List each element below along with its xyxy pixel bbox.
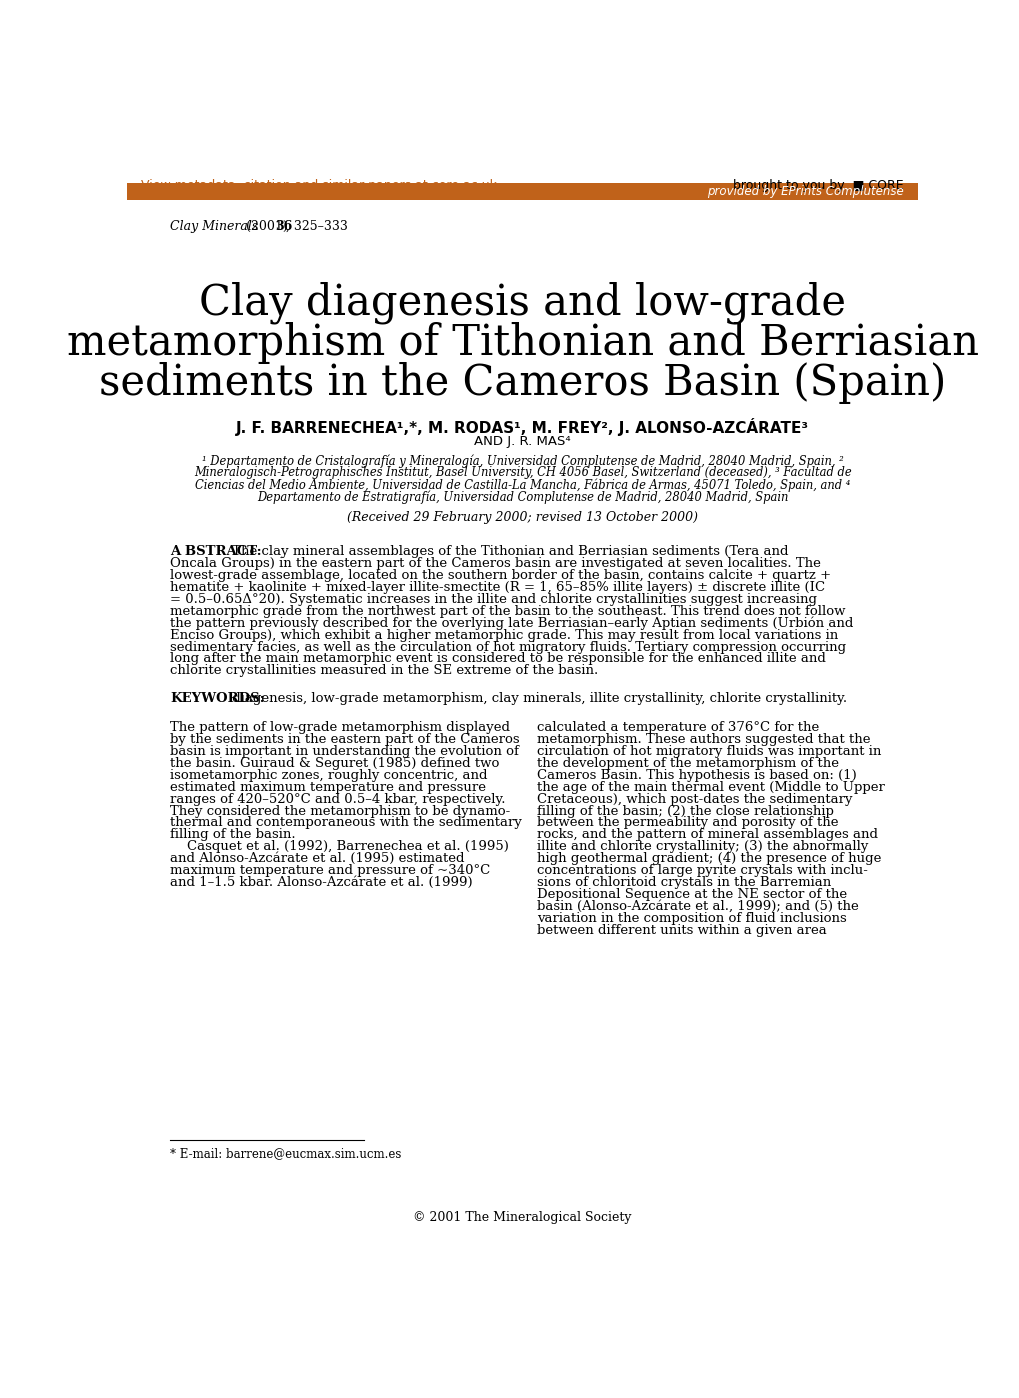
Text: Casquet et al. (1992), Barrenechea et al. (1995): Casquet et al. (1992), Barrenechea et al…	[170, 840, 508, 853]
Text: Clay diagenesis and low-grade: Clay diagenesis and low-grade	[199, 282, 846, 324]
Text: the basin. Guiraud & Seguret (1985) defined two: the basin. Guiraud & Seguret (1985) defi…	[170, 756, 499, 770]
Text: They considered the metamorphism to be dynamo-: They considered the metamorphism to be d…	[170, 805, 509, 818]
Text: (2001): (2001)	[242, 219, 291, 233]
Text: metamorphism of Tithonian and Berriasian: metamorphism of Tithonian and Berriasian	[66, 322, 978, 363]
Text: rocks, and the pattern of mineral assemblages and: rocks, and the pattern of mineral assemb…	[536, 829, 876, 842]
Text: estimated maximum temperature and pressure: estimated maximum temperature and pressu…	[170, 780, 486, 794]
Text: Enciso Groups), which exhibit a higher metamorphic grade. This may result from l: Enciso Groups), which exhibit a higher m…	[170, 629, 838, 642]
Text: ¹ Departamento de Cristalografía y Mineralogía, Universidad Complutense de Madri: ¹ Departamento de Cristalografía y Miner…	[202, 454, 843, 468]
Bar	[127, 183, 917, 200]
Text: concentrations of large pyrite crystals with inclu-: concentrations of large pyrite crystals …	[536, 864, 867, 877]
Text: ranges of 420–520°C and 0.5–4 kbar, respectively.: ranges of 420–520°C and 0.5–4 kbar, resp…	[170, 793, 505, 805]
Text: © 2001 The Mineralogical Society: © 2001 The Mineralogical Society	[413, 1211, 632, 1225]
Text: J. F. BARRENECHEA¹,*, M. RODAS¹, M. FREY², J. ALONSO-AZCÁRATE³: J. F. BARRENECHEA¹,*, M. RODAS¹, M. FREY…	[236, 418, 808, 436]
Text: Mineralogisch-Petrographisches Institut, Basel University, CH 4056 Basel, Switze: Mineralogisch-Petrographisches Institut,…	[194, 466, 851, 480]
Text: maximum temperature and pressure of ~340°C: maximum temperature and pressure of ~340…	[170, 864, 490, 877]
Text: = 0.5–0.65Δ°20). Systematic increases in the illite and chlorite crystallinities: = 0.5–0.65Δ°20). Systematic increases in…	[170, 593, 816, 605]
Text: Clay Minerals: Clay Minerals	[170, 219, 258, 233]
Text: between the permeability and porosity of the: between the permeability and porosity of…	[536, 816, 838, 829]
Text: by the sediments in the eastern part of the Cameros: by the sediments in the eastern part of …	[170, 733, 520, 747]
Text: and 1–1.5 kbar. Alonso-Azcárate et al. (1999): and 1–1.5 kbar. Alonso-Azcárate et al. (…	[170, 877, 472, 889]
Text: Departamento de Estratigrafía, Universidad Complutense de Madrid, 28040 Madrid, : Departamento de Estratigrafía, Universid…	[257, 491, 788, 503]
Text: * E-mail: barrene@eucmax.sim.ucm.es: * E-mail: barrene@eucmax.sim.ucm.es	[170, 1148, 401, 1160]
Text: KEYWORDS:: KEYWORDS:	[170, 692, 265, 705]
Text: filling of the basin; (2) the close relationship: filling of the basin; (2) the close rela…	[536, 805, 833, 818]
Text: the development of the metamorphism of the: the development of the metamorphism of t…	[536, 756, 838, 770]
Text: isometamorphic zones, roughly concentric, and: isometamorphic zones, roughly concentric…	[170, 769, 487, 781]
Text: Depositional Sequence at the NE sector of the: Depositional Sequence at the NE sector o…	[536, 888, 846, 902]
Text: diagenesis, low-grade metamorphism, clay minerals, illite crystallinity, chlorit: diagenesis, low-grade metamorphism, clay…	[228, 692, 847, 705]
Text: calculated a temperature of 376°C for the: calculated a temperature of 376°C for th…	[536, 721, 818, 734]
Text: thermal and contemporaneous with the sedimentary: thermal and contemporaneous with the sed…	[170, 816, 522, 829]
Text: chlorite crystallinities measured in the SE extreme of the basin.: chlorite crystallinities measured in the…	[170, 664, 598, 678]
Text: basin is important in understanding the evolution of: basin is important in understanding the …	[170, 745, 519, 758]
Text: filling of the basin.: filling of the basin.	[170, 829, 296, 842]
Text: between different units within a given area: between different units within a given a…	[536, 924, 825, 937]
Text: Cameros Basin. This hypothesis is based on: (1): Cameros Basin. This hypothesis is based …	[536, 769, 856, 781]
Text: provided by EPrints Complutense: provided by EPrints Complutense	[706, 185, 903, 199]
Text: variation in the composition of fluid inclusions: variation in the composition of fluid in…	[536, 911, 846, 925]
Text: The pattern of low-grade metamorphism displayed: The pattern of low-grade metamorphism di…	[170, 721, 509, 734]
Text: and Alonso-Azcárate et al. (1995) estimated: and Alonso-Azcárate et al. (1995) estima…	[170, 853, 465, 865]
Text: Oncala Groups) in the eastern part of the Cameros basin are investigated at seve: Oncala Groups) in the eastern part of th…	[170, 556, 820, 570]
Text: metamorphism. These authors suggested that the: metamorphism. These authors suggested th…	[536, 733, 869, 747]
Text: Cretaceous), which post-dates the sedimentary: Cretaceous), which post-dates the sedime…	[536, 793, 851, 805]
Text: sedimentary facies, as well as the circulation of hot migratory fluids. Tertiary: sedimentary facies, as well as the circu…	[170, 640, 846, 653]
Text: long after the main metamorphic event is considered to be responsible for the en: long after the main metamorphic event is…	[170, 653, 825, 665]
Text: sediments in the Cameros Basin (Spain): sediments in the Cameros Basin (Spain)	[99, 362, 946, 404]
Text: metamorphic grade from the northwest part of the basin to the southeast. This tr: metamorphic grade from the northwest par…	[170, 605, 845, 618]
Text: lowest-grade assemblage, located on the southern border of the basin, contains c: lowest-grade assemblage, located on the …	[170, 569, 830, 582]
Text: the age of the main thermal event (Middle to Upper: the age of the main thermal event (Middl…	[536, 780, 883, 794]
Text: high geothermal gradient; (4) the presence of huge: high geothermal gradient; (4) the presen…	[536, 853, 880, 865]
Text: View metadata, citation and similar papers at core.ac.uk: View metadata, citation and similar pape…	[142, 179, 497, 192]
Text: illite and chlorite crystallinity; (3) the abnormally: illite and chlorite crystallinity; (3) t…	[536, 840, 867, 853]
Text: 36: 36	[274, 219, 291, 233]
Text: hematite + kaolinite + mixed-layer illite-smectite (R = 1, 65–85% illite layers): hematite + kaolinite + mixed-layer illit…	[170, 580, 824, 594]
Text: (Received 29 February 2000; revised 13 October 2000): (Received 29 February 2000; revised 13 O…	[346, 512, 698, 524]
Text: , 325–333: , 325–333	[285, 219, 347, 233]
Text: AND J. R. MAS⁴: AND J. R. MAS⁴	[474, 435, 571, 447]
Text: the pattern previously described for the overlying late Berriasian–early Aptian : the pattern previously described for the…	[170, 617, 853, 630]
Text: brought to you by  ■ CORE: brought to you by ■ CORE	[733, 179, 903, 192]
Text: A BSTRACT:: A BSTRACT:	[170, 545, 262, 558]
Text: The clay mineral assemblages of the Tithonian and Berriasian sediments (Tera and: The clay mineral assemblages of the Tith…	[228, 545, 788, 558]
Text: Ciencias del Medio Ambiente, Universidad de Castilla-La Mancha, Fábrica de Armas: Ciencias del Medio Ambiente, Universidad…	[195, 478, 850, 492]
Text: basin (Alonso-Azcárate et al., 1999); and (5) the: basin (Alonso-Azcárate et al., 1999); an…	[536, 900, 858, 913]
Text: sions of chloritoid crystals in the Barremian: sions of chloritoid crystals in the Barr…	[536, 877, 830, 889]
Text: circulation of hot migratory fluids was important in: circulation of hot migratory fluids was …	[536, 745, 880, 758]
